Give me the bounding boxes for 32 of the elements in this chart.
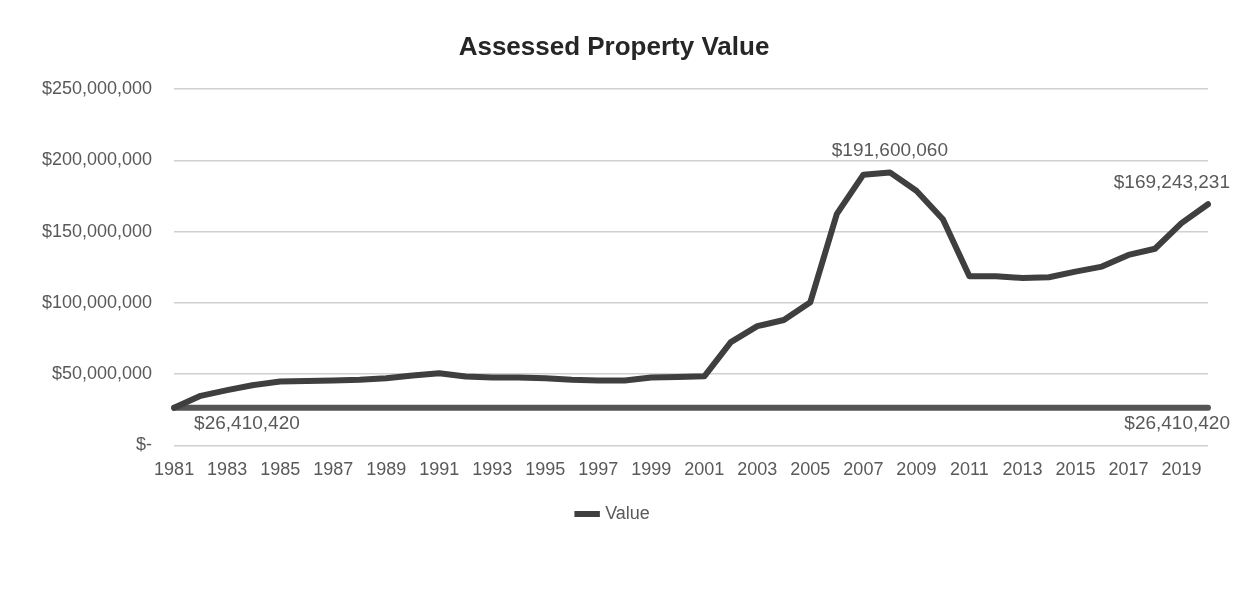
x-tick-label: 2017 [1108,459,1149,480]
x-tick-label: 2013 [1002,459,1043,480]
x-tick-label: 1991 [419,459,460,480]
data-label: $26,410,420 [194,411,300,433]
x-tick-label: 1997 [578,459,619,480]
x-tick-label: 1985 [260,459,301,480]
x-tick-label: 1989 [366,459,407,480]
data-label: $26,410,420 [1124,411,1230,433]
y-tick-label: $200,000,000 [42,149,153,170]
y-tick-label: $- [136,434,153,455]
x-tick-label: 2009 [896,459,937,480]
y-tick-label: $150,000,000 [42,220,153,241]
legend-label: Value [605,502,650,523]
x-tick-label: 2001 [684,459,725,480]
y-tick-label: $250,000,000 [42,78,153,99]
chart-title: Assessed Property Value [458,30,770,61]
x-tick-label: 2019 [1161,459,1202,480]
data-label: $191,600,060 [831,139,948,161]
x-tick-label: 1987 [313,459,354,480]
x-tick-label: 1995 [525,459,566,480]
x-tick-label: 1999 [631,459,672,480]
data-label: $169,243,231 [1113,171,1230,192]
y-tick-label: $100,000,000 [42,291,153,312]
x-tick-label: 2007 [843,459,884,480]
x-tick-label: 2003 [737,459,778,480]
x-tick-label: 1981 [154,459,195,480]
x-tick-label: 1983 [207,459,248,480]
y-tick-label: $50,000,000 [52,363,153,384]
x-tick-label: 2011 [950,459,989,480]
x-tick-label: 2015 [1055,459,1096,480]
x-tick-label: 1993 [472,459,513,480]
x-tick-label: 2005 [790,459,831,480]
